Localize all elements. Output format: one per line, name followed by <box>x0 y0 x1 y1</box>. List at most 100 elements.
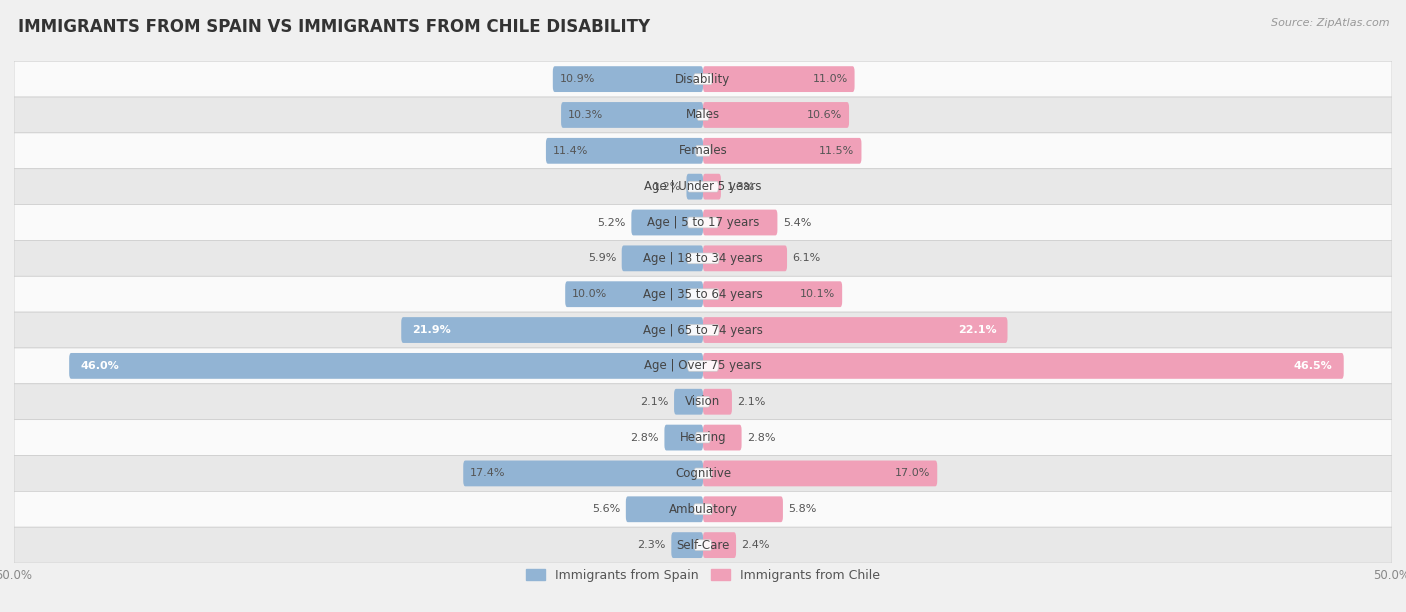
Text: Disability: Disability <box>675 73 731 86</box>
Text: Vision: Vision <box>685 395 721 408</box>
FancyBboxPatch shape <box>703 496 783 522</box>
FancyBboxPatch shape <box>703 425 741 450</box>
Text: Age | Over 75 years: Age | Over 75 years <box>644 359 762 372</box>
FancyBboxPatch shape <box>703 245 787 271</box>
FancyBboxPatch shape <box>14 312 1392 348</box>
FancyBboxPatch shape <box>693 504 713 515</box>
Text: Age | 35 to 64 years: Age | 35 to 64 years <box>643 288 763 300</box>
FancyBboxPatch shape <box>688 181 718 192</box>
FancyBboxPatch shape <box>565 282 703 307</box>
Text: 17.0%: 17.0% <box>896 468 931 479</box>
FancyBboxPatch shape <box>14 276 1392 312</box>
Text: Males: Males <box>686 108 720 121</box>
FancyBboxPatch shape <box>703 460 938 487</box>
Text: 5.9%: 5.9% <box>588 253 616 263</box>
FancyBboxPatch shape <box>688 253 718 264</box>
FancyBboxPatch shape <box>14 133 1392 169</box>
FancyBboxPatch shape <box>14 348 1392 384</box>
FancyBboxPatch shape <box>693 73 713 84</box>
Text: Females: Females <box>679 144 727 157</box>
FancyBboxPatch shape <box>14 204 1392 241</box>
Text: 2.4%: 2.4% <box>741 540 770 550</box>
Text: 21.9%: 21.9% <box>412 325 451 335</box>
FancyBboxPatch shape <box>14 420 1392 455</box>
FancyBboxPatch shape <box>673 389 703 415</box>
FancyBboxPatch shape <box>14 169 1392 204</box>
FancyBboxPatch shape <box>14 61 1392 97</box>
FancyBboxPatch shape <box>703 532 737 558</box>
Text: 1.3%: 1.3% <box>727 182 755 192</box>
Text: 10.1%: 10.1% <box>800 289 835 299</box>
Text: Age | Under 5 years: Age | Under 5 years <box>644 180 762 193</box>
Text: 10.9%: 10.9% <box>560 74 595 84</box>
FancyBboxPatch shape <box>14 241 1392 276</box>
Text: 46.0%: 46.0% <box>80 361 120 371</box>
FancyBboxPatch shape <box>703 66 855 92</box>
Text: 46.5%: 46.5% <box>1294 361 1333 371</box>
Text: Hearing: Hearing <box>679 431 727 444</box>
Text: 2.1%: 2.1% <box>640 397 669 407</box>
FancyBboxPatch shape <box>14 97 1392 133</box>
FancyBboxPatch shape <box>703 282 842 307</box>
Legend: Immigrants from Spain, Immigrants from Chile: Immigrants from Spain, Immigrants from C… <box>522 564 884 587</box>
Text: 11.5%: 11.5% <box>820 146 855 156</box>
Text: 6.1%: 6.1% <box>793 253 821 263</box>
FancyBboxPatch shape <box>688 289 718 300</box>
FancyBboxPatch shape <box>697 110 709 121</box>
FancyBboxPatch shape <box>703 389 733 415</box>
Text: Ambulatory: Ambulatory <box>668 503 738 516</box>
Text: 10.3%: 10.3% <box>568 110 603 120</box>
FancyBboxPatch shape <box>401 317 703 343</box>
FancyBboxPatch shape <box>14 384 1392 420</box>
Text: 11.4%: 11.4% <box>553 146 588 156</box>
FancyBboxPatch shape <box>703 317 1008 343</box>
FancyBboxPatch shape <box>463 460 703 487</box>
FancyBboxPatch shape <box>688 217 718 228</box>
Text: 5.8%: 5.8% <box>789 504 817 514</box>
FancyBboxPatch shape <box>14 491 1392 527</box>
FancyBboxPatch shape <box>688 325 718 335</box>
Text: 22.1%: 22.1% <box>957 325 997 335</box>
FancyBboxPatch shape <box>703 102 849 128</box>
FancyBboxPatch shape <box>695 468 711 479</box>
FancyBboxPatch shape <box>671 532 703 558</box>
Text: Age | 5 to 17 years: Age | 5 to 17 years <box>647 216 759 229</box>
FancyBboxPatch shape <box>665 425 703 450</box>
FancyBboxPatch shape <box>14 527 1392 563</box>
FancyBboxPatch shape <box>696 432 710 443</box>
Text: 2.8%: 2.8% <box>747 433 776 442</box>
Text: Age | 65 to 74 years: Age | 65 to 74 years <box>643 324 763 337</box>
FancyBboxPatch shape <box>69 353 703 379</box>
Text: 11.0%: 11.0% <box>813 74 848 84</box>
Text: 5.2%: 5.2% <box>598 217 626 228</box>
FancyBboxPatch shape <box>686 174 703 200</box>
FancyBboxPatch shape <box>703 138 862 164</box>
Text: 2.1%: 2.1% <box>738 397 766 407</box>
FancyBboxPatch shape <box>696 397 710 407</box>
Text: 2.3%: 2.3% <box>637 540 666 550</box>
Text: Self-Care: Self-Care <box>676 539 730 551</box>
Text: Cognitive: Cognitive <box>675 467 731 480</box>
FancyBboxPatch shape <box>14 455 1392 491</box>
Text: 10.0%: 10.0% <box>572 289 607 299</box>
Text: IMMIGRANTS FROM SPAIN VS IMMIGRANTS FROM CHILE DISABILITY: IMMIGRANTS FROM SPAIN VS IMMIGRANTS FROM… <box>18 18 651 36</box>
Text: 5.4%: 5.4% <box>783 217 811 228</box>
FancyBboxPatch shape <box>703 174 721 200</box>
Text: 10.6%: 10.6% <box>807 110 842 120</box>
FancyBboxPatch shape <box>626 496 703 522</box>
FancyBboxPatch shape <box>703 353 1344 379</box>
Text: 1.2%: 1.2% <box>652 182 681 192</box>
Text: 17.4%: 17.4% <box>470 468 506 479</box>
FancyBboxPatch shape <box>696 146 710 156</box>
Text: Age | 18 to 34 years: Age | 18 to 34 years <box>643 252 763 265</box>
FancyBboxPatch shape <box>546 138 703 164</box>
FancyBboxPatch shape <box>688 360 718 371</box>
FancyBboxPatch shape <box>553 66 703 92</box>
FancyBboxPatch shape <box>695 540 711 551</box>
Text: Source: ZipAtlas.com: Source: ZipAtlas.com <box>1271 18 1389 28</box>
FancyBboxPatch shape <box>631 209 703 236</box>
FancyBboxPatch shape <box>703 209 778 236</box>
FancyBboxPatch shape <box>561 102 703 128</box>
Text: 5.6%: 5.6% <box>592 504 620 514</box>
Text: 2.8%: 2.8% <box>630 433 659 442</box>
